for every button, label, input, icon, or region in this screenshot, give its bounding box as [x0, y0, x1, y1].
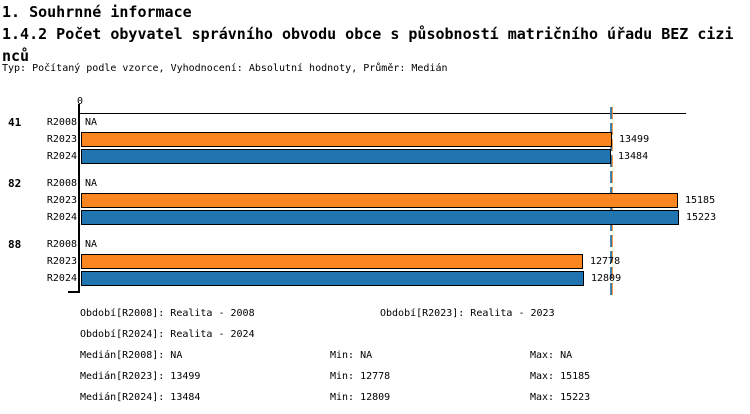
bar-value-label: 13499 — [619, 134, 650, 145]
chart-meta-line: Typ: Počítaný podle vzorce, Vyhodnocení:… — [2, 63, 448, 74]
series-label-r2008: R2008 — [46, 239, 77, 250]
legend-period-r2008: Období[R2008]: Realita - 2008 — [80, 308, 255, 319]
group-label: 82 — [8, 177, 22, 190]
bar-r2023 — [81, 132, 612, 147]
stat-max-r2024: Max: 15223 — [530, 392, 591, 403]
stat-max-r2008: Max: NA — [530, 350, 573, 361]
x-axis-zero-tick-label: 0 — [76, 96, 84, 107]
bar-r2024 — [81, 210, 679, 225]
bar-value-na: NA — [85, 117, 98, 128]
series-label-r2008: R2008 — [46, 178, 77, 189]
series-label-r2024: R2024 — [46, 212, 77, 223]
bar-value-label: 15185 — [685, 195, 716, 206]
bar-value-label: 13484 — [618, 151, 649, 162]
y-axis-line — [78, 104, 80, 293]
section-title: 1. Souhrnné informace — [2, 3, 192, 21]
bar-r2023 — [81, 193, 678, 208]
group-label: 41 — [8, 116, 22, 129]
bar-r2024 — [81, 271, 584, 286]
bar-value-label: 12778 — [590, 256, 621, 267]
series-label-r2008: R2008 — [46, 117, 77, 128]
legend-period-r2023: Období[R2023]: Realita - 2023 — [380, 308, 555, 319]
stat-median-r2008: Medián[R2008]: NA — [80, 350, 183, 361]
series-label-r2023: R2023 — [46, 256, 77, 267]
bar-value-na: NA — [85, 178, 98, 189]
bar-value-label: 15223 — [686, 212, 717, 223]
bar-value-na: NA — [85, 239, 98, 250]
stat-min-r2023: Min: 12778 — [330, 371, 391, 382]
x-axis-top-line — [80, 113, 686, 114]
stat-min-r2024: Min: 12809 — [330, 392, 391, 403]
y-axis-end-tick — [68, 291, 80, 293]
stat-median-r2024: Medián[R2024]: 13484 — [80, 392, 201, 403]
population-bar-chart: 0 41 R2008 NA R2023 13499 R2024 13484 82 R2008 NA… — [8, 96, 717, 295]
stat-median-r2023: Medián[R2023]: 13499 — [80, 371, 201, 382]
group-label: 88 — [8, 238, 22, 251]
series-label-r2023: R2023 — [46, 195, 77, 206]
series-label-r2024: R2024 — [46, 273, 77, 284]
series-label-r2023: R2023 — [46, 134, 77, 145]
bar-r2024 — [81, 149, 611, 164]
stat-min-r2008: Min: NA — [330, 350, 373, 361]
legend-period-r2024: Období[R2024]: Realita - 2024 — [80, 329, 255, 340]
series-label-r2024: R2024 — [46, 151, 77, 162]
stat-max-r2023: Max: 15185 — [530, 371, 591, 382]
bar-r2023 — [81, 254, 583, 269]
indicator-title: 1.4.2 Počet obyvatel správního obvodu ob… — [2, 25, 734, 65]
bar-value-label: 12809 — [591, 273, 622, 284]
